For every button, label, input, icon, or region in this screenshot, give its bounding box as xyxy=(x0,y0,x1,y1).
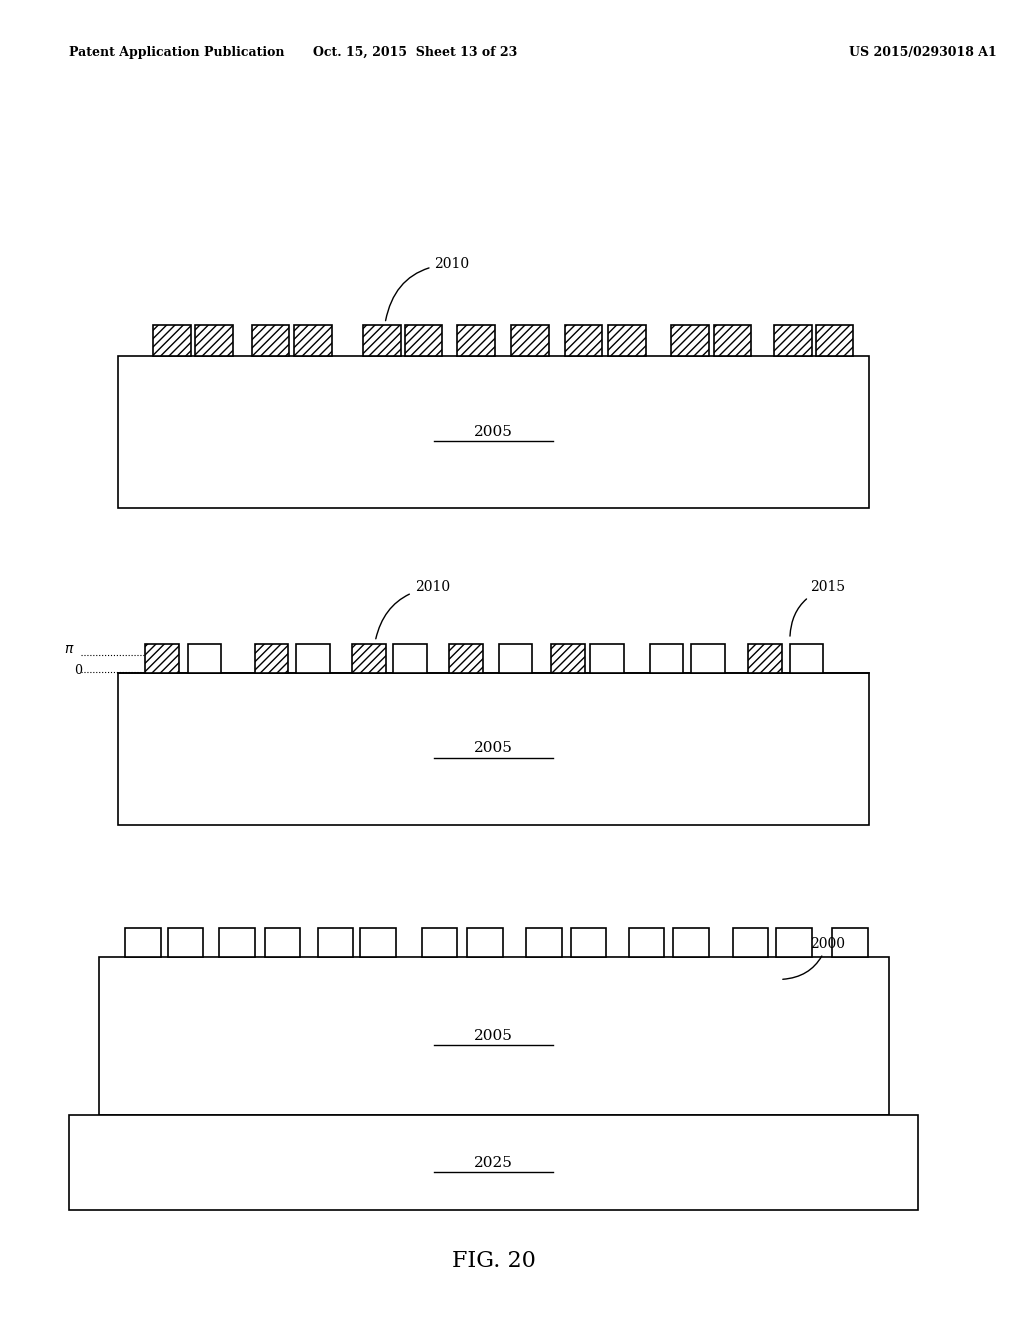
Bar xyxy=(833,928,868,957)
Bar xyxy=(691,644,725,673)
Bar xyxy=(317,928,353,957)
Bar xyxy=(457,325,495,356)
Bar xyxy=(255,644,289,673)
Bar xyxy=(732,928,768,957)
Text: 2010: 2010 xyxy=(386,257,470,321)
Text: 2010: 2010 xyxy=(376,581,450,639)
Bar xyxy=(296,644,330,673)
Bar xyxy=(364,325,400,356)
Bar xyxy=(69,1115,919,1210)
Bar xyxy=(776,928,812,957)
Bar xyxy=(815,325,853,356)
Bar xyxy=(360,928,396,957)
Text: $\pi$: $\pi$ xyxy=(63,643,74,656)
Bar xyxy=(422,928,457,957)
Bar xyxy=(714,325,752,356)
Bar xyxy=(649,644,683,673)
Bar xyxy=(393,644,427,673)
Bar xyxy=(570,928,606,957)
Text: US 2015/0293018 A1: US 2015/0293018 A1 xyxy=(849,46,997,59)
Bar xyxy=(404,325,442,356)
Bar xyxy=(591,644,624,673)
Bar xyxy=(608,325,646,356)
Text: 2015: 2015 xyxy=(790,581,845,636)
Bar xyxy=(294,325,332,356)
Bar xyxy=(168,928,204,957)
Bar xyxy=(125,928,161,957)
Bar xyxy=(749,644,782,673)
Bar xyxy=(790,644,823,673)
Bar xyxy=(774,325,812,356)
Bar xyxy=(511,325,549,356)
Text: 2005: 2005 xyxy=(474,425,513,438)
Bar xyxy=(499,644,532,673)
Bar xyxy=(119,356,869,508)
Bar xyxy=(119,673,869,825)
Bar xyxy=(526,928,562,957)
Bar xyxy=(629,928,665,957)
Text: 2005: 2005 xyxy=(474,742,513,755)
Bar xyxy=(565,325,602,356)
Bar xyxy=(352,644,386,673)
Bar xyxy=(145,644,179,673)
Text: 2025: 2025 xyxy=(474,1156,513,1170)
Text: FIG. 20: FIG. 20 xyxy=(452,1250,536,1271)
Bar xyxy=(187,644,221,673)
Text: 0: 0 xyxy=(74,664,82,677)
Bar xyxy=(672,325,709,356)
Text: Patent Application Publication: Patent Application Publication xyxy=(69,46,285,59)
Bar xyxy=(153,325,190,356)
Bar xyxy=(467,928,503,957)
Bar xyxy=(196,325,233,356)
Bar xyxy=(252,325,290,356)
Bar xyxy=(450,644,483,673)
Bar xyxy=(264,928,300,957)
Text: Oct. 15, 2015  Sheet 13 of 23: Oct. 15, 2015 Sheet 13 of 23 xyxy=(312,46,517,59)
Bar xyxy=(98,957,889,1115)
Bar xyxy=(219,928,255,957)
Text: 2005: 2005 xyxy=(474,1030,513,1043)
Bar xyxy=(551,644,585,673)
Bar xyxy=(674,928,709,957)
Text: 2000: 2000 xyxy=(782,937,845,979)
